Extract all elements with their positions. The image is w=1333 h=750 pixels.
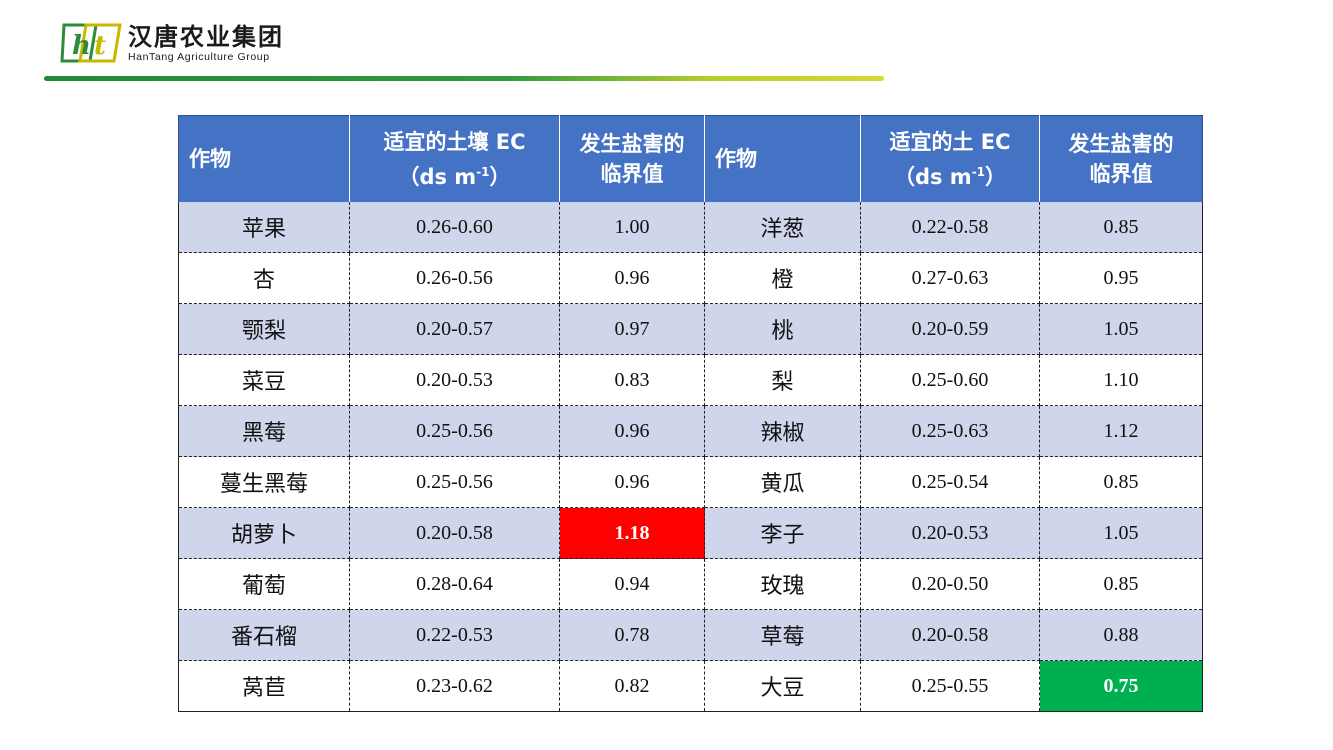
- ec-cell: 0.20-0.50: [860, 558, 1040, 610]
- threshold-cell: 0.96: [559, 456, 705, 508]
- crop-cell: 蔓生黑莓: [178, 456, 350, 508]
- ec-cell: 0.28-0.64: [349, 558, 560, 610]
- ec-cell: 0.20-0.53: [860, 507, 1040, 559]
- crop-cell: 玫瑰: [704, 558, 861, 610]
- header-crop-2: 作物: [704, 115, 861, 202]
- ec-cell: 0.25-0.55: [860, 660, 1040, 712]
- salt-tolerance-table: 作物 适宜的土壤 EC （ds m-1） 发生盐害的 临界值 作物 适宜的土 EC…: [178, 115, 1203, 712]
- table-row: 莴苣 0.23-0.62 0.82 大豆 0.25-0.55 0.75: [178, 660, 1203, 712]
- threshold-cell: 0.94: [559, 558, 705, 610]
- crop-cell: 番石榴: [178, 609, 350, 661]
- ec-cell: 0.25-0.63: [860, 405, 1040, 457]
- table-row: 蔓生黑莓 0.25-0.56 0.96 黄瓜 0.25-0.54 0.85: [178, 456, 1203, 508]
- crop-cell: 苹果: [178, 202, 350, 253]
- ec-cell: 0.26-0.60: [349, 202, 560, 253]
- table-row: 苹果 0.26-0.60 1.00 洋葱 0.22-0.58 0.85: [178, 202, 1203, 253]
- ec-cell: 0.20-0.58: [349, 507, 560, 559]
- header-ec-2: 适宜的土 EC （ds m-1）: [860, 115, 1040, 202]
- ec-cell: 0.20-0.53: [349, 354, 560, 406]
- crop-cell: 桃: [704, 303, 861, 355]
- ec-cell: 0.25-0.60: [860, 354, 1040, 406]
- threshold-cell: 0.85: [1039, 202, 1203, 253]
- crop-cell: 辣椒: [704, 405, 861, 457]
- header-crop: 作物: [178, 115, 350, 202]
- threshold-cell: 0.88: [1039, 609, 1203, 661]
- header-ec: 适宜的土壤 EC （ds m-1）: [349, 115, 560, 202]
- ec-cell: 0.23-0.62: [349, 660, 560, 712]
- threshold-cell: 1.00: [559, 202, 705, 253]
- table-row: 菜豆 0.20-0.53 0.83 梨 0.25-0.60 1.10: [178, 354, 1203, 406]
- brand: 汉唐农业集团 HanTang Agriculture Group: [128, 23, 284, 63]
- threshold-cell: 0.97: [559, 303, 705, 355]
- ec-cell: 0.20-0.59: [860, 303, 1040, 355]
- ec-cell: 0.27-0.63: [860, 252, 1040, 304]
- ec-cell: 0.20-0.57: [349, 303, 560, 355]
- crop-cell: 胡萝卜: [178, 507, 350, 559]
- brand-name-en: HanTang Agriculture Group: [128, 51, 270, 63]
- table-row: 番石榴 0.22-0.53 0.78 草莓 0.20-0.58 0.88: [178, 609, 1203, 661]
- table-row: 黑莓 0.25-0.56 0.96 辣椒 0.25-0.63 1.12: [178, 405, 1203, 457]
- crop-cell: 李子: [704, 507, 861, 559]
- ec-cell: 0.26-0.56: [349, 252, 560, 304]
- crop-cell: 草莓: [704, 609, 861, 661]
- threshold-cell: 1.12: [1039, 405, 1203, 457]
- threshold-cell: 0.83: [559, 354, 705, 406]
- table-header-row: 作物 适宜的土壤 EC （ds m-1） 发生盐害的 临界值 作物 适宜的土 EC…: [178, 115, 1203, 202]
- crop-cell: 莴苣: [178, 660, 350, 712]
- threshold-cell: 0.96: [559, 252, 705, 304]
- crop-cell: 黑莓: [178, 405, 350, 457]
- threshold-cell: 1.05: [1039, 303, 1203, 355]
- crop-cell: 杏: [178, 252, 350, 304]
- threshold-cell-min: 0.75: [1039, 660, 1203, 712]
- brand-name-cn: 汉唐农业集团: [128, 23, 284, 51]
- crop-cell: 橙: [704, 252, 861, 304]
- threshold-cell: 0.95: [1039, 252, 1203, 304]
- svg-text:t: t: [94, 31, 106, 61]
- threshold-cell: 0.78: [559, 609, 705, 661]
- crop-cell: 葡萄: [178, 558, 350, 610]
- table-row: 葡萄 0.28-0.64 0.94 玫瑰 0.20-0.50 0.85: [178, 558, 1203, 610]
- threshold-cell-max: 1.18: [559, 507, 705, 559]
- table-row: 颚梨 0.20-0.57 0.97 桃 0.20-0.59 1.05: [178, 303, 1203, 355]
- ec-cell: 0.25-0.56: [349, 456, 560, 508]
- crop-cell: 颚梨: [178, 303, 350, 355]
- table-row: 杏 0.26-0.56 0.96 橙 0.27-0.63 0.95: [178, 252, 1203, 304]
- hantang-logo-icon: h t: [60, 21, 122, 65]
- table-row: 胡萝卜 0.20-0.58 1.18 李子 0.20-0.53 1.05: [178, 507, 1203, 559]
- threshold-cell: 0.85: [1039, 558, 1203, 610]
- ec-cell: 0.22-0.58: [860, 202, 1040, 253]
- crop-cell: 梨: [704, 354, 861, 406]
- threshold-cell: 0.82: [559, 660, 705, 712]
- threshold-cell: 1.10: [1039, 354, 1203, 406]
- header-threshold: 发生盐害的 临界值: [559, 115, 705, 202]
- crop-cell: 洋葱: [704, 202, 861, 253]
- ec-cell: 0.25-0.56: [349, 405, 560, 457]
- ec-cell: 0.25-0.54: [860, 456, 1040, 508]
- svg-text:h: h: [72, 31, 91, 61]
- crop-cell: 菜豆: [178, 354, 350, 406]
- crop-cell: 黄瓜: [704, 456, 861, 508]
- ec-cell: 0.22-0.53: [349, 609, 560, 661]
- header: h t 汉唐农业集团 HanTang Agriculture Group: [60, 18, 284, 68]
- crop-cell: 大豆: [704, 660, 861, 712]
- threshold-cell: 0.96: [559, 405, 705, 457]
- header-threshold-2: 发生盐害的 临界值: [1039, 115, 1203, 202]
- header-divider: [44, 76, 884, 81]
- threshold-cell: 0.85: [1039, 456, 1203, 508]
- ec-cell: 0.20-0.58: [860, 609, 1040, 661]
- threshold-cell: 1.05: [1039, 507, 1203, 559]
